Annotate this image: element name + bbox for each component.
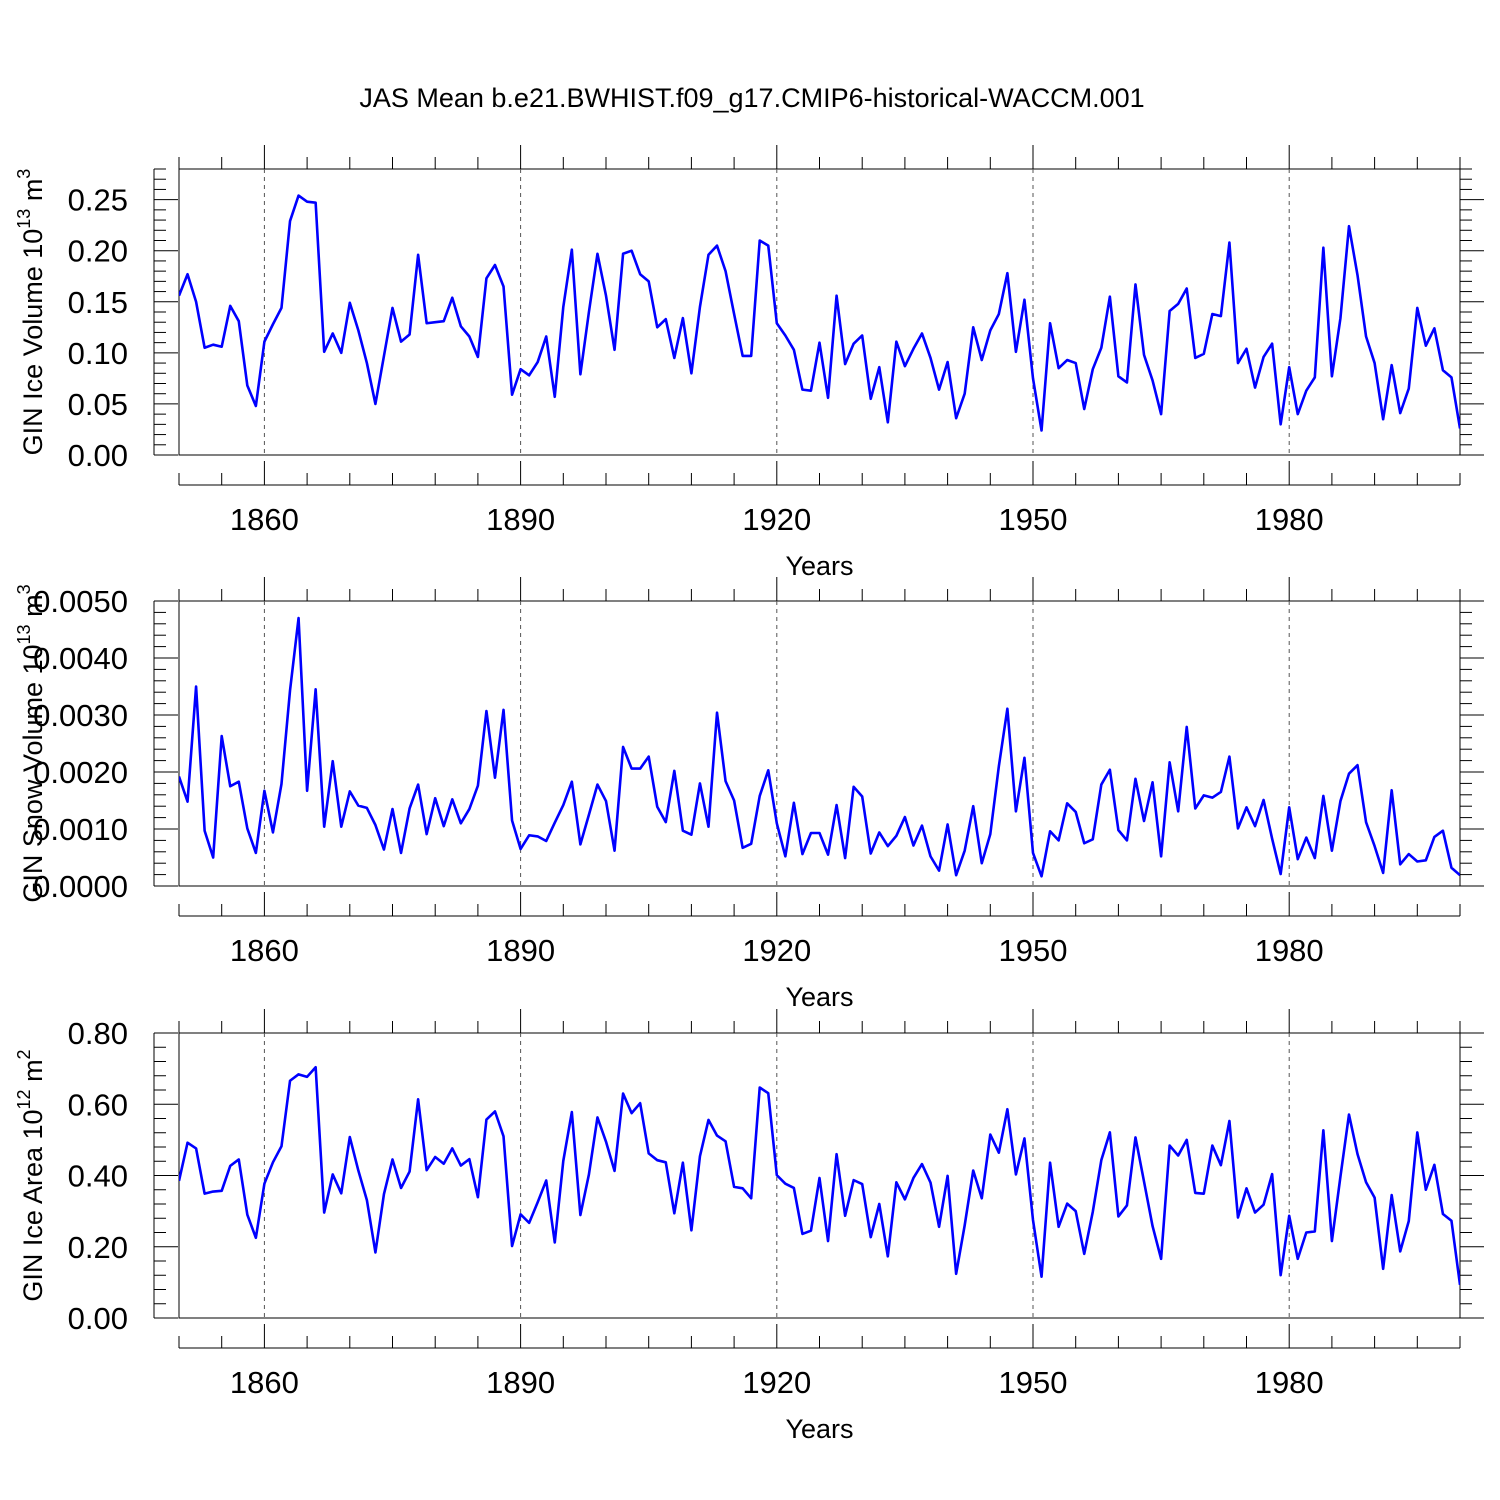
y-axis-title-unit: m <box>18 594 48 624</box>
x-tick-label: 1950 <box>999 1365 1068 1400</box>
y-tick-label: 0.0030 <box>33 698 128 733</box>
x-tick-label: 1950 <box>999 502 1068 537</box>
x-axis-title: Years <box>785 1414 853 1444</box>
y-axis-title-main: GIN Snow Volume 10 <box>18 644 48 902</box>
x-tick-label: 1920 <box>742 1365 811 1400</box>
panel-1: 1860 1890 1920 1950 1980 Years 0.00 0.05 0.10 0.1… <box>14 145 1484 581</box>
y-tick-label: 0.80 <box>68 1016 128 1051</box>
x-tick-label: 1890 <box>486 933 555 968</box>
x-tick-label: 1920 <box>742 933 811 968</box>
y-axis-title: GIN Ice Area 1012 m2 <box>14 1049 48 1301</box>
panel-3: 1860 1890 1920 1950 1980 Years 0.00 0.20 0.40 0.6… <box>14 1009 1484 1444</box>
y-tick-label: 0.0000 <box>33 869 128 904</box>
y-tick-label: 0.0050 <box>33 584 128 619</box>
y-axis-title-unit: m <box>18 179 48 209</box>
y-axis-title-exponent: 12 <box>14 1089 34 1109</box>
x-axis-title: Years <box>785 982 853 1012</box>
x-tick-label: 1980 <box>1255 933 1324 968</box>
y-tick-label: 0.20 <box>68 234 128 269</box>
y-tick-label: 0.00 <box>68 1301 128 1336</box>
y-axis-title-unit-exponent: 3 <box>14 584 34 594</box>
y-axis-title-unit-exponent: 2 <box>14 1049 34 1059</box>
x-tick-label: 1950 <box>999 933 1068 968</box>
y-tick-label: 0.10 <box>68 336 128 371</box>
y-axis-title-main: GIN Ice Volume 10 <box>18 229 48 456</box>
panel-2: 1860 1890 1920 1950 1980 Years 0.0000 0.0010 0.0… <box>14 577 1484 1012</box>
y-tick-label: 0.00 <box>68 438 128 473</box>
x-tick-label: 1860 <box>230 502 299 537</box>
y-axis-title-unit: m <box>18 1059 48 1089</box>
y-tick-label: 0.40 <box>68 1159 128 1194</box>
y-axis-title-main: GIN Ice Area 10 <box>18 1109 48 1301</box>
x-tick-label: 1860 <box>230 1365 299 1400</box>
x-tick-label: 1860 <box>230 933 299 968</box>
y-tick-label: 0.0010 <box>33 812 128 847</box>
x-axis-title: Years <box>785 551 853 581</box>
figure-title: JAS Mean b.e21.BWHIST.f09_g17.CMIP6-hist… <box>359 83 1144 113</box>
y-axis-title-exponent: 13 <box>14 624 34 644</box>
y-tick-label: 0.60 <box>68 1087 128 1122</box>
y-tick-label: 0.15 <box>68 285 128 320</box>
y-tick-label: 0.05 <box>68 387 128 422</box>
x-tick-label: 1920 <box>742 502 811 537</box>
y-tick-label: 0.0020 <box>33 755 128 790</box>
panels: 1860 1890 1920 1950 1980 Years 0.00 0.05 0.10 0.1… <box>14 145 1484 1444</box>
x-tick-label: 1890 <box>486 1365 555 1400</box>
y-tick-label: 0.25 <box>68 183 128 218</box>
y-axis-title-unit-exponent: 3 <box>14 169 34 179</box>
x-tick-label: 1890 <box>486 502 555 537</box>
y-axis-title: GIN Ice Volume 1013 m3 <box>14 169 48 456</box>
x-tick-label: 1980 <box>1255 502 1324 537</box>
y-tick-label: 0.20 <box>68 1230 128 1265</box>
y-axis-title-exponent: 13 <box>14 209 34 229</box>
x-tick-label: 1980 <box>1255 1365 1324 1400</box>
y-tick-label: 0.0040 <box>33 641 128 676</box>
y-axis-title: GIN Snow Volume 1013 m3 <box>14 584 48 902</box>
